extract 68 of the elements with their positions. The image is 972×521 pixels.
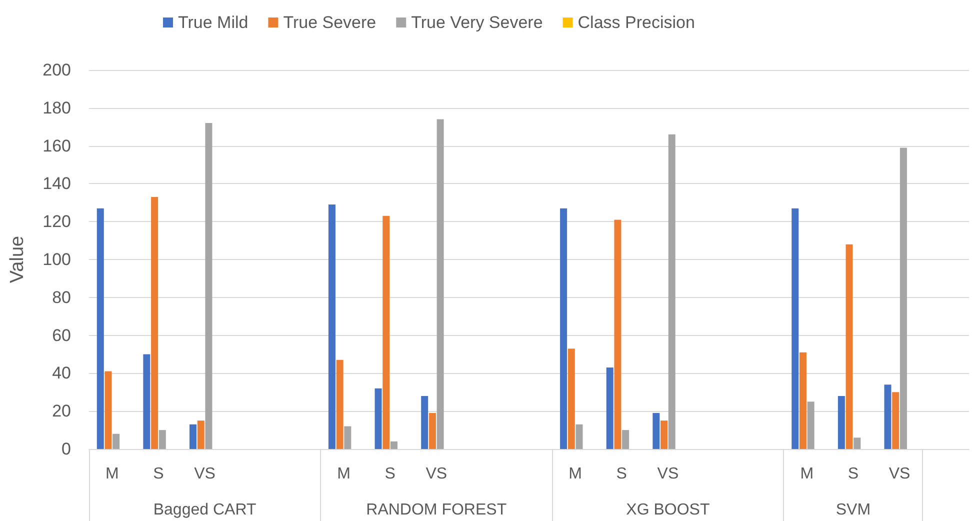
bar — [792, 208, 799, 449]
bar — [151, 196, 158, 449]
y-tick-label: 120 — [42, 212, 71, 232]
x-tick-label: VS — [657, 466, 679, 482]
bar — [374, 388, 382, 449]
bar — [436, 119, 444, 449]
text: RANDOM FOREST — [366, 502, 507, 518]
bar — [614, 220, 622, 449]
bar — [96, 208, 104, 449]
bar — [143, 354, 150, 449]
y-tick-label: 20 — [52, 402, 71, 421]
legend-label: True Mild — [178, 13, 248, 32]
bar — [606, 368, 614, 449]
x-tick-label: M — [568, 466, 582, 482]
bar — [900, 148, 907, 449]
bar — [336, 360, 344, 449]
x-tick-label: S — [616, 466, 627, 482]
bar — [854, 438, 861, 449]
y-axis-title: Value — [7, 236, 28, 284]
bar — [158, 430, 166, 449]
bar — [884, 384, 892, 449]
y-tick-label: 40 — [52, 364, 71, 383]
bar — [560, 208, 568, 449]
bar — [576, 424, 583, 449]
x-tick-label: S — [384, 466, 396, 482]
bar — [421, 396, 428, 449]
legend-label: True Severe — [283, 13, 376, 32]
bar — [205, 123, 212, 449]
y-tick-label: 200 — [42, 60, 71, 80]
bar — [190, 424, 197, 449]
x-tick-label: S — [153, 466, 164, 482]
bar — [197, 420, 204, 449]
x-tick-label: M — [105, 466, 119, 482]
text: Bagged CART — [153, 502, 256, 518]
text: SVM — [836, 502, 871, 518]
bar — [838, 396, 845, 449]
bar — [112, 434, 120, 449]
y-tick-label: 100 — [42, 250, 71, 269]
legend-label: Class Precision — [578, 13, 695, 32]
bar — [892, 392, 900, 449]
legend-label: True Very Severe — [411, 13, 543, 32]
bar — [428, 412, 436, 449]
bar — [568, 348, 575, 449]
bar — [652, 412, 660, 449]
x-tick-label: S — [848, 466, 859, 482]
x-tick-label: VS — [426, 466, 448, 482]
y-tick-label: 60 — [52, 326, 71, 345]
bar — [660, 420, 668, 449]
bar — [104, 371, 112, 449]
bar — [344, 426, 352, 449]
y-tick-label: 80 — [52, 288, 71, 307]
x-tick-label: M — [337, 466, 350, 482]
x-tick-label: M — [800, 466, 814, 482]
bar — [799, 352, 806, 449]
bar — [390, 441, 398, 449]
x-tick-label: VS — [888, 466, 910, 482]
bar — [382, 216, 390, 449]
y-tick-label: 0 — [62, 440, 71, 458]
y-tick-label: 140 — [42, 174, 71, 194]
bar — [328, 204, 336, 449]
x-tick-label: VS — [194, 466, 216, 482]
bar — [807, 402, 814, 449]
bar — [622, 430, 630, 449]
bar — [668, 134, 676, 449]
y-tick-label: 160 — [42, 136, 71, 156]
y-tick-label: 180 — [42, 98, 71, 118]
text: XG BOOST — [626, 502, 710, 518]
bar — [846, 244, 853, 449]
